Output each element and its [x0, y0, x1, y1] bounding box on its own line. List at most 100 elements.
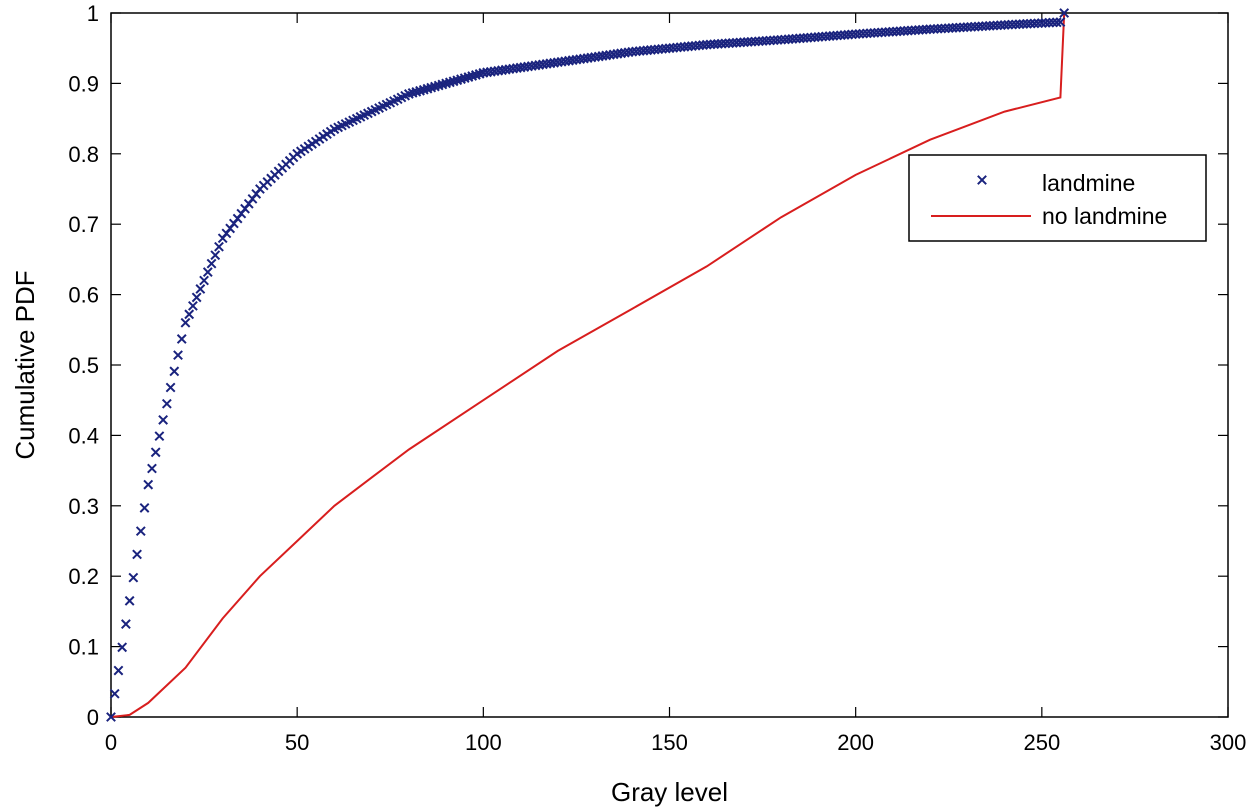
y-tick-label-4: 0.4: [68, 423, 99, 448]
landmine-point-223: [936, 23, 947, 34]
y-tick-label-0: 0: [87, 705, 99, 730]
landmine-point-243: [1010, 19, 1021, 30]
landmine-point-246: [1022, 18, 1032, 29]
landmine-point-226: [947, 23, 958, 33]
landmine-point-23: [191, 292, 202, 303]
landmine-point-247: [1025, 18, 1036, 29]
y-tick-label-2: 0.2: [68, 564, 99, 589]
landmine-point-13: [154, 431, 165, 442]
plot-area: [110, 12, 1229, 718]
landmine-point-232: [969, 21, 980, 32]
landmine-point-25: [199, 275, 209, 286]
landmine-point-15: [161, 398, 172, 409]
landmine-point-24: [195, 284, 206, 294]
landmine-point-9: [139, 503, 150, 513]
landmine-point-27: [206, 258, 217, 269]
landmine-point-1: [109, 688, 120, 699]
x-tick-label-1: 50: [285, 730, 309, 755]
landmine-point-235: [981, 21, 991, 31]
landmine-point-242: [1007, 19, 1017, 30]
landmine-point-22: [188, 300, 198, 311]
series-line-no-landmine: [110, 12, 1066, 718]
landmine-point-237: [988, 20, 999, 31]
legend: landmine no landmine: [908, 154, 1207, 242]
landmine-point-3: [117, 642, 128, 653]
landmine-point-234: [977, 21, 988, 32]
y-tick-label-10: 1: [87, 1, 99, 26]
legend-marker-landmine-cross: [977, 175, 987, 185]
y-tick-label-3: 0.3: [68, 494, 99, 519]
landmine-point-256: [1059, 8, 1070, 18]
landmine-point-6: [128, 572, 139, 583]
landmine-point-16: [165, 382, 176, 393]
x-tick-label-2: 100: [465, 730, 502, 755]
legend-box: [908, 154, 1207, 242]
x-tick-label-0: 0: [105, 730, 117, 755]
series-markers-landmine: [106, 8, 1070, 722]
y-tick-label-5: 0.5: [68, 353, 99, 378]
landmine-point-19: [176, 334, 187, 344]
landmine-point-236: [984, 20, 995, 31]
legend-marker-landmine: [977, 175, 987, 185]
y-tick-label-1: 0.1: [68, 635, 99, 660]
landmine-point-228: [955, 22, 965, 33]
landmine-point-241: [1003, 19, 1014, 30]
y-tick-label-6: 0.6: [68, 283, 99, 308]
y-tick-label-8: 0.8: [68, 142, 99, 167]
x-axis: 0 50 100 150 200 250 300: [105, 13, 1246, 755]
landmine-point-26: [202, 267, 213, 277]
x-tick-label-5: 250: [1023, 730, 1060, 755]
landmine-point-225: [943, 23, 954, 34]
landmine-point-224: [940, 23, 950, 34]
landmine-point-28: [210, 250, 221, 261]
legend-label-no-landmine: no landmine: [1042, 203, 1167, 229]
landmine-point-29: [214, 241, 224, 252]
landmine-point-2: [113, 665, 124, 676]
x-tick-label-4: 200: [837, 730, 874, 755]
landmine-point-238: [992, 20, 1003, 31]
landmine-point-11: [147, 463, 157, 474]
landmine-point-231: [966, 21, 976, 32]
x-tick-label-6: 300: [1210, 730, 1247, 755]
landmine-point-244: [1014, 19, 1025, 30]
landmine-point-221: [928, 24, 939, 34]
landmine-point-7: [132, 549, 142, 560]
landmine-point-245: [1018, 19, 1029, 29]
landmine-point-233: [973, 21, 984, 32]
landmine-point-253: [1048, 17, 1058, 28]
legend-label-landmine: landmine: [1042, 170, 1135, 196]
landmine-point-0: [106, 712, 116, 722]
landmine-point-255: [1055, 17, 1066, 28]
landmine-point-220: [925, 24, 936, 35]
x-axis-title: Gray level: [611, 777, 728, 807]
landmine-point-20: [180, 317, 191, 328]
landmine-point-5: [124, 595, 135, 606]
landmine-point-239: [995, 20, 1006, 31]
landmine-point-250: [1036, 18, 1047, 28]
landmine-point-4: [120, 619, 131, 629]
series-layer: [106, 8, 1070, 722]
landmine-point-21: [184, 309, 195, 320]
landmine-point-10: [143, 479, 154, 490]
landmine-point-222: [932, 23, 943, 34]
y-axis: 0 0.1 0.2 0.3 0.4 0.5 0.6 0.7 0.8 0.9 1: [68, 1, 1228, 730]
landmine-point-227: [951, 22, 962, 33]
landmine-point-8: [135, 526, 146, 537]
landmine-point-248: [1029, 18, 1040, 29]
landmine-point-229: [958, 22, 969, 33]
landmine-point-230: [962, 22, 973, 32]
landmine-point-249: [1033, 18, 1044, 29]
landmine-point-18: [173, 350, 183, 361]
landmine-point-240: [999, 20, 1010, 30]
x-tick-label-3: 150: [651, 730, 688, 755]
landmine-point-17: [169, 366, 180, 377]
y-tick-label-7: 0.7: [68, 212, 99, 237]
y-axis-title: Cumulative PDF: [10, 270, 40, 459]
landmine-point-12: [150, 447, 161, 458]
y-tick-label-9: 0.9: [68, 71, 99, 96]
landmine-point-14: [158, 415, 169, 425]
landmine-point-254: [1051, 17, 1062, 28]
landmine-point-251: [1040, 17, 1051, 28]
landmine-point-252: [1044, 17, 1055, 28]
